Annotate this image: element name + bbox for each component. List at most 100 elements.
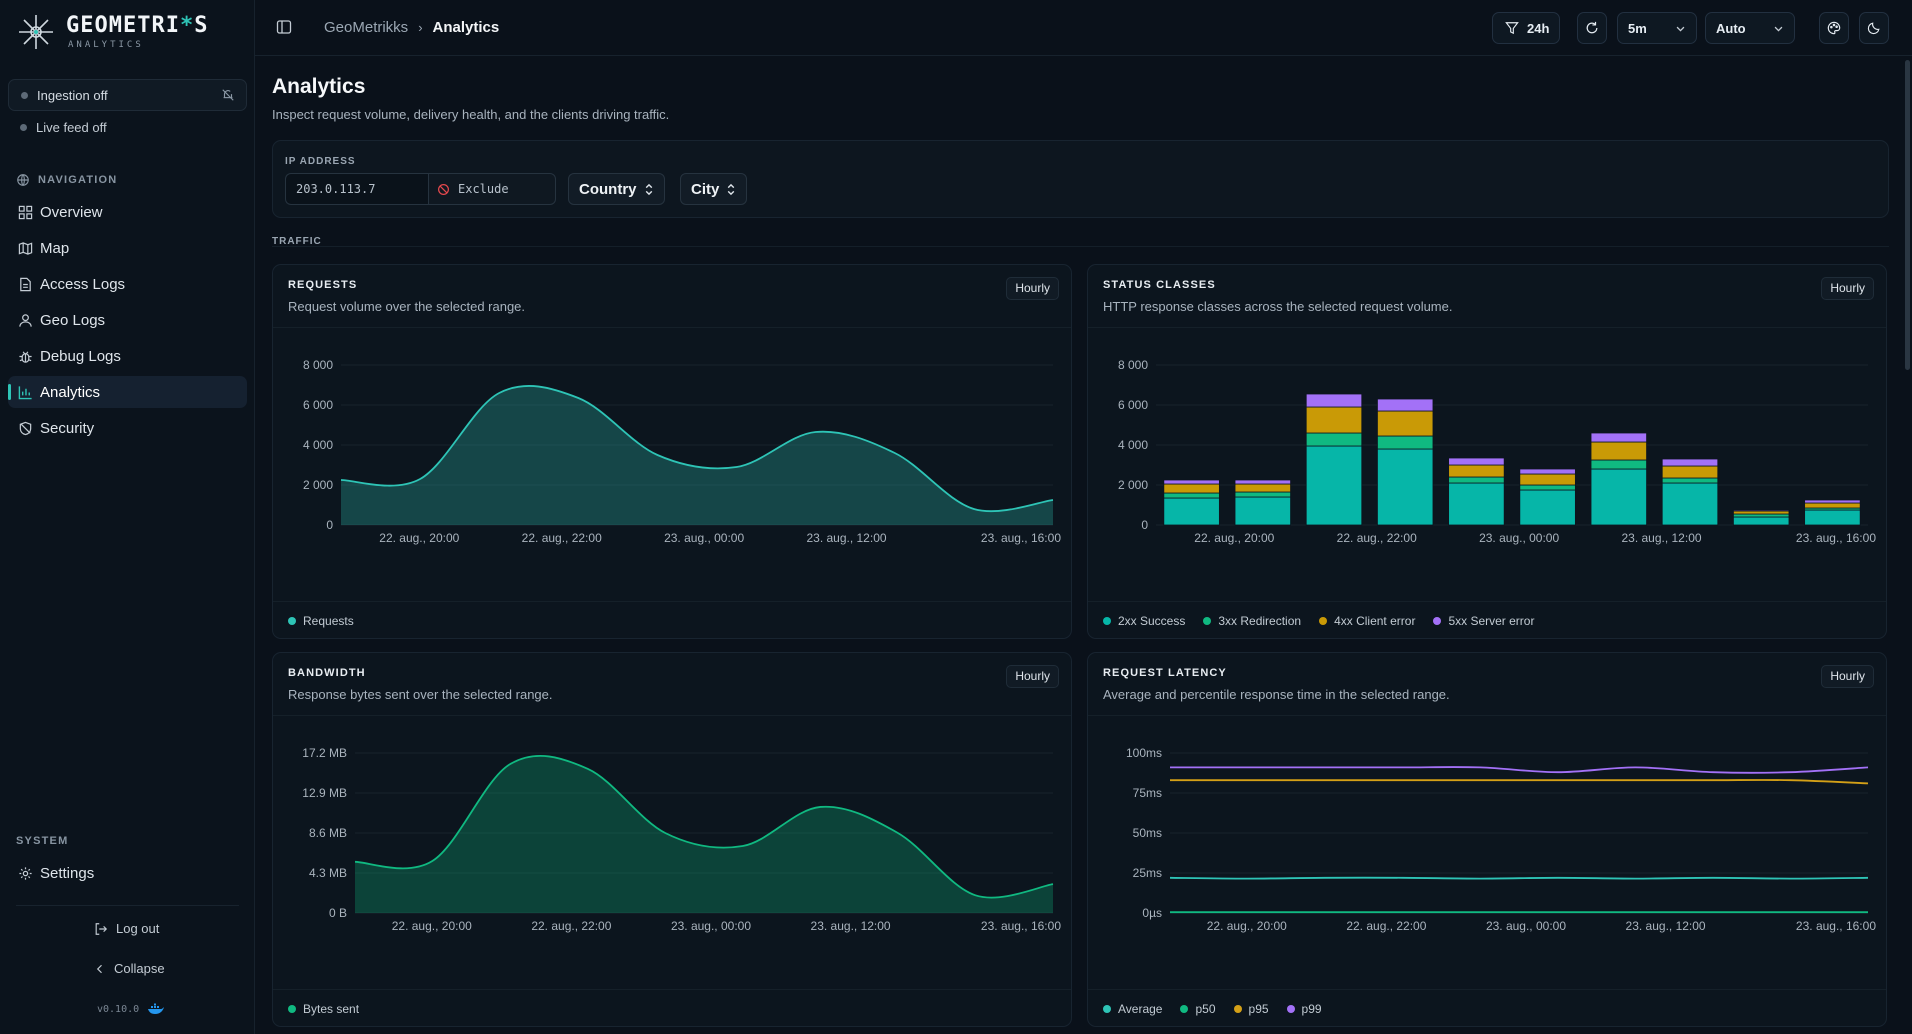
y-tick-label: 2 000 [1118,478,1148,492]
legend-item[interactable]: Average [1103,1002,1162,1016]
time-range-label: 24h [1527,20,1550,36]
sidebar-item-debug-logs[interactable]: Debug Logs [8,340,247,372]
sidebar-item-analytics[interactable]: Analytics [8,376,247,408]
y-tick-label: 4 000 [1118,438,1148,452]
granularity-badge[interactable]: Hourly [1821,665,1874,688]
bar-segment [1804,502,1861,509]
y-tick-label: 4.3 MB [309,866,347,880]
bar-segment [1305,393,1363,408]
legend-item[interactable]: p50 [1180,1002,1216,1016]
legend-label: 2xx Success [1118,614,1186,628]
mode-select[interactable]: Auto [1705,12,1795,44]
sidebar-item-geo-logs[interactable]: Geo Logs [8,304,247,336]
palette-icon [1827,21,1841,35]
y-tick-label: 50ms [1133,826,1162,840]
x-tick-label: 23. aug., 12:00 [1626,919,1706,933]
sidebar-toggle-icon[interactable] [276,19,292,35]
moon-icon [1867,22,1880,35]
requests-chart: 0 2 000 4 000 6 000 8 000 22. aug., 20:00 22. … [303,358,1061,545]
collapse-button[interactable]: Collapse [94,961,165,976]
legend-label: p50 [1195,1002,1216,1016]
filter-icon [1505,22,1519,35]
dark-mode-button[interactable] [1859,12,1889,44]
legend-item[interactable]: p99 [1286,1002,1322,1016]
time-range-button[interactable]: 24h [1492,12,1560,44]
sidebar-item-security[interactable]: Security [8,412,247,444]
x-tick-label: 23. aug., 00:00 [664,531,744,545]
y-tick-label: 75ms [1133,786,1162,800]
legend-item[interactable]: Bytes sent [288,1002,359,1016]
brand-logo[interactable]: GEOMETRI*S ANALYTICS [16,12,208,52]
bandwidth-chart-card: BANDWIDTH Response bytes sent over the s… [272,652,1072,1027]
legend-label: p99 [1301,1002,1322,1016]
bar-segment [1661,477,1719,484]
scrollbar-thumb[interactable] [1905,60,1910,370]
live-feed-label: Live feed off [36,120,107,135]
theme-palette-button[interactable] [1819,12,1849,44]
series-line [1169,876,1869,880]
bar-segment [1519,468,1576,475]
chart-subtitle: Request volume over the selected range. [288,299,526,314]
bar-segment [1590,441,1647,461]
y-tick-label: 8 000 [303,358,333,372]
city-select[interactable]: City [680,173,748,205]
legend-item[interactable]: Requests [288,614,354,628]
granularity-badge[interactable]: Hourly [1821,277,1874,300]
divider [273,327,1071,328]
bar-segment [1163,492,1220,499]
bar-segment [1377,398,1434,412]
granularity-badge[interactable]: Hourly [1006,277,1059,300]
bar-segment [1590,432,1647,443]
compass-logo-icon [19,15,53,49]
exclude-toggle[interactable]: Exclude [428,173,556,205]
legend-item[interactable]: 3xx Redirection [1203,614,1301,628]
sidebar-item-overview[interactable]: Overview [8,196,247,228]
breadcrumb-root[interactable]: GeoMetrikks [324,19,409,36]
x-tick-label: 23. aug., 12:00 [806,531,886,545]
ip-address-input[interactable]: 203.0.113.7 [285,173,428,205]
bug-icon [19,351,32,363]
bar-segment [1305,432,1363,447]
bar-segment [1305,445,1363,526]
legend-label: Requests [303,614,354,628]
logout-label: Log out [116,921,160,936]
country-select[interactable]: Country [568,173,665,205]
sidebar-item-label: Map [40,239,70,257]
y-tick-label: 100ms [1126,746,1162,760]
bar-segment [1448,464,1505,478]
legend-item[interactable]: 4xx Client error [1319,614,1415,628]
divider [273,601,1071,602]
legend-item[interactable]: p95 [1233,1002,1269,1016]
chart-subtitle: Response bytes sent over the selected ra… [288,687,553,702]
chart-title: STATUS CLASSES [1103,279,1216,291]
sidebar-item-label: Analytics [40,383,101,401]
live-feed-status[interactable]: Live feed off [20,120,107,135]
y-tick-label: 4 000 [303,438,333,452]
y-tick-label: 8 000 [1118,358,1148,372]
bar-segment [1661,465,1719,479]
ingestion-toggle[interactable]: Ingestion off [8,79,247,111]
sidebar-item-settings[interactable]: Settings [8,857,247,889]
x-tick-label: 22. aug., 20:00 [379,531,459,545]
bar-segment [1590,468,1647,526]
map-icon [18,242,33,255]
bar-segment [1519,484,1576,491]
sidebar-item-access-logs[interactable]: Access Logs [8,268,247,300]
granularity-badge[interactable]: Hourly [1006,665,1059,688]
docker-whale-icon [148,1003,165,1014]
legend-item[interactable]: 5xx Server error [1433,614,1534,628]
city-label: City [691,180,720,198]
x-tick-label: 23. aug., 12:00 [1621,531,1701,545]
chart-title: REQUESTS [288,279,358,291]
bar-segment [1661,482,1719,526]
logout-button[interactable]: Log out [94,921,159,936]
refresh-button[interactable] [1577,12,1607,44]
bar-segment [1519,489,1576,526]
filter-panel: IP ADDRESS 203.0.113.7 Exclude Country C… [272,140,1889,218]
y-tick-label: 0 B [329,906,347,920]
refresh-interval-select[interactable]: 5m [1617,12,1697,44]
bar-segment [1163,483,1220,494]
sidebar-item-map[interactable]: Map [8,232,247,264]
legend-color-dot [1203,617,1212,625]
legend-item[interactable]: 2xx Success [1103,614,1185,628]
